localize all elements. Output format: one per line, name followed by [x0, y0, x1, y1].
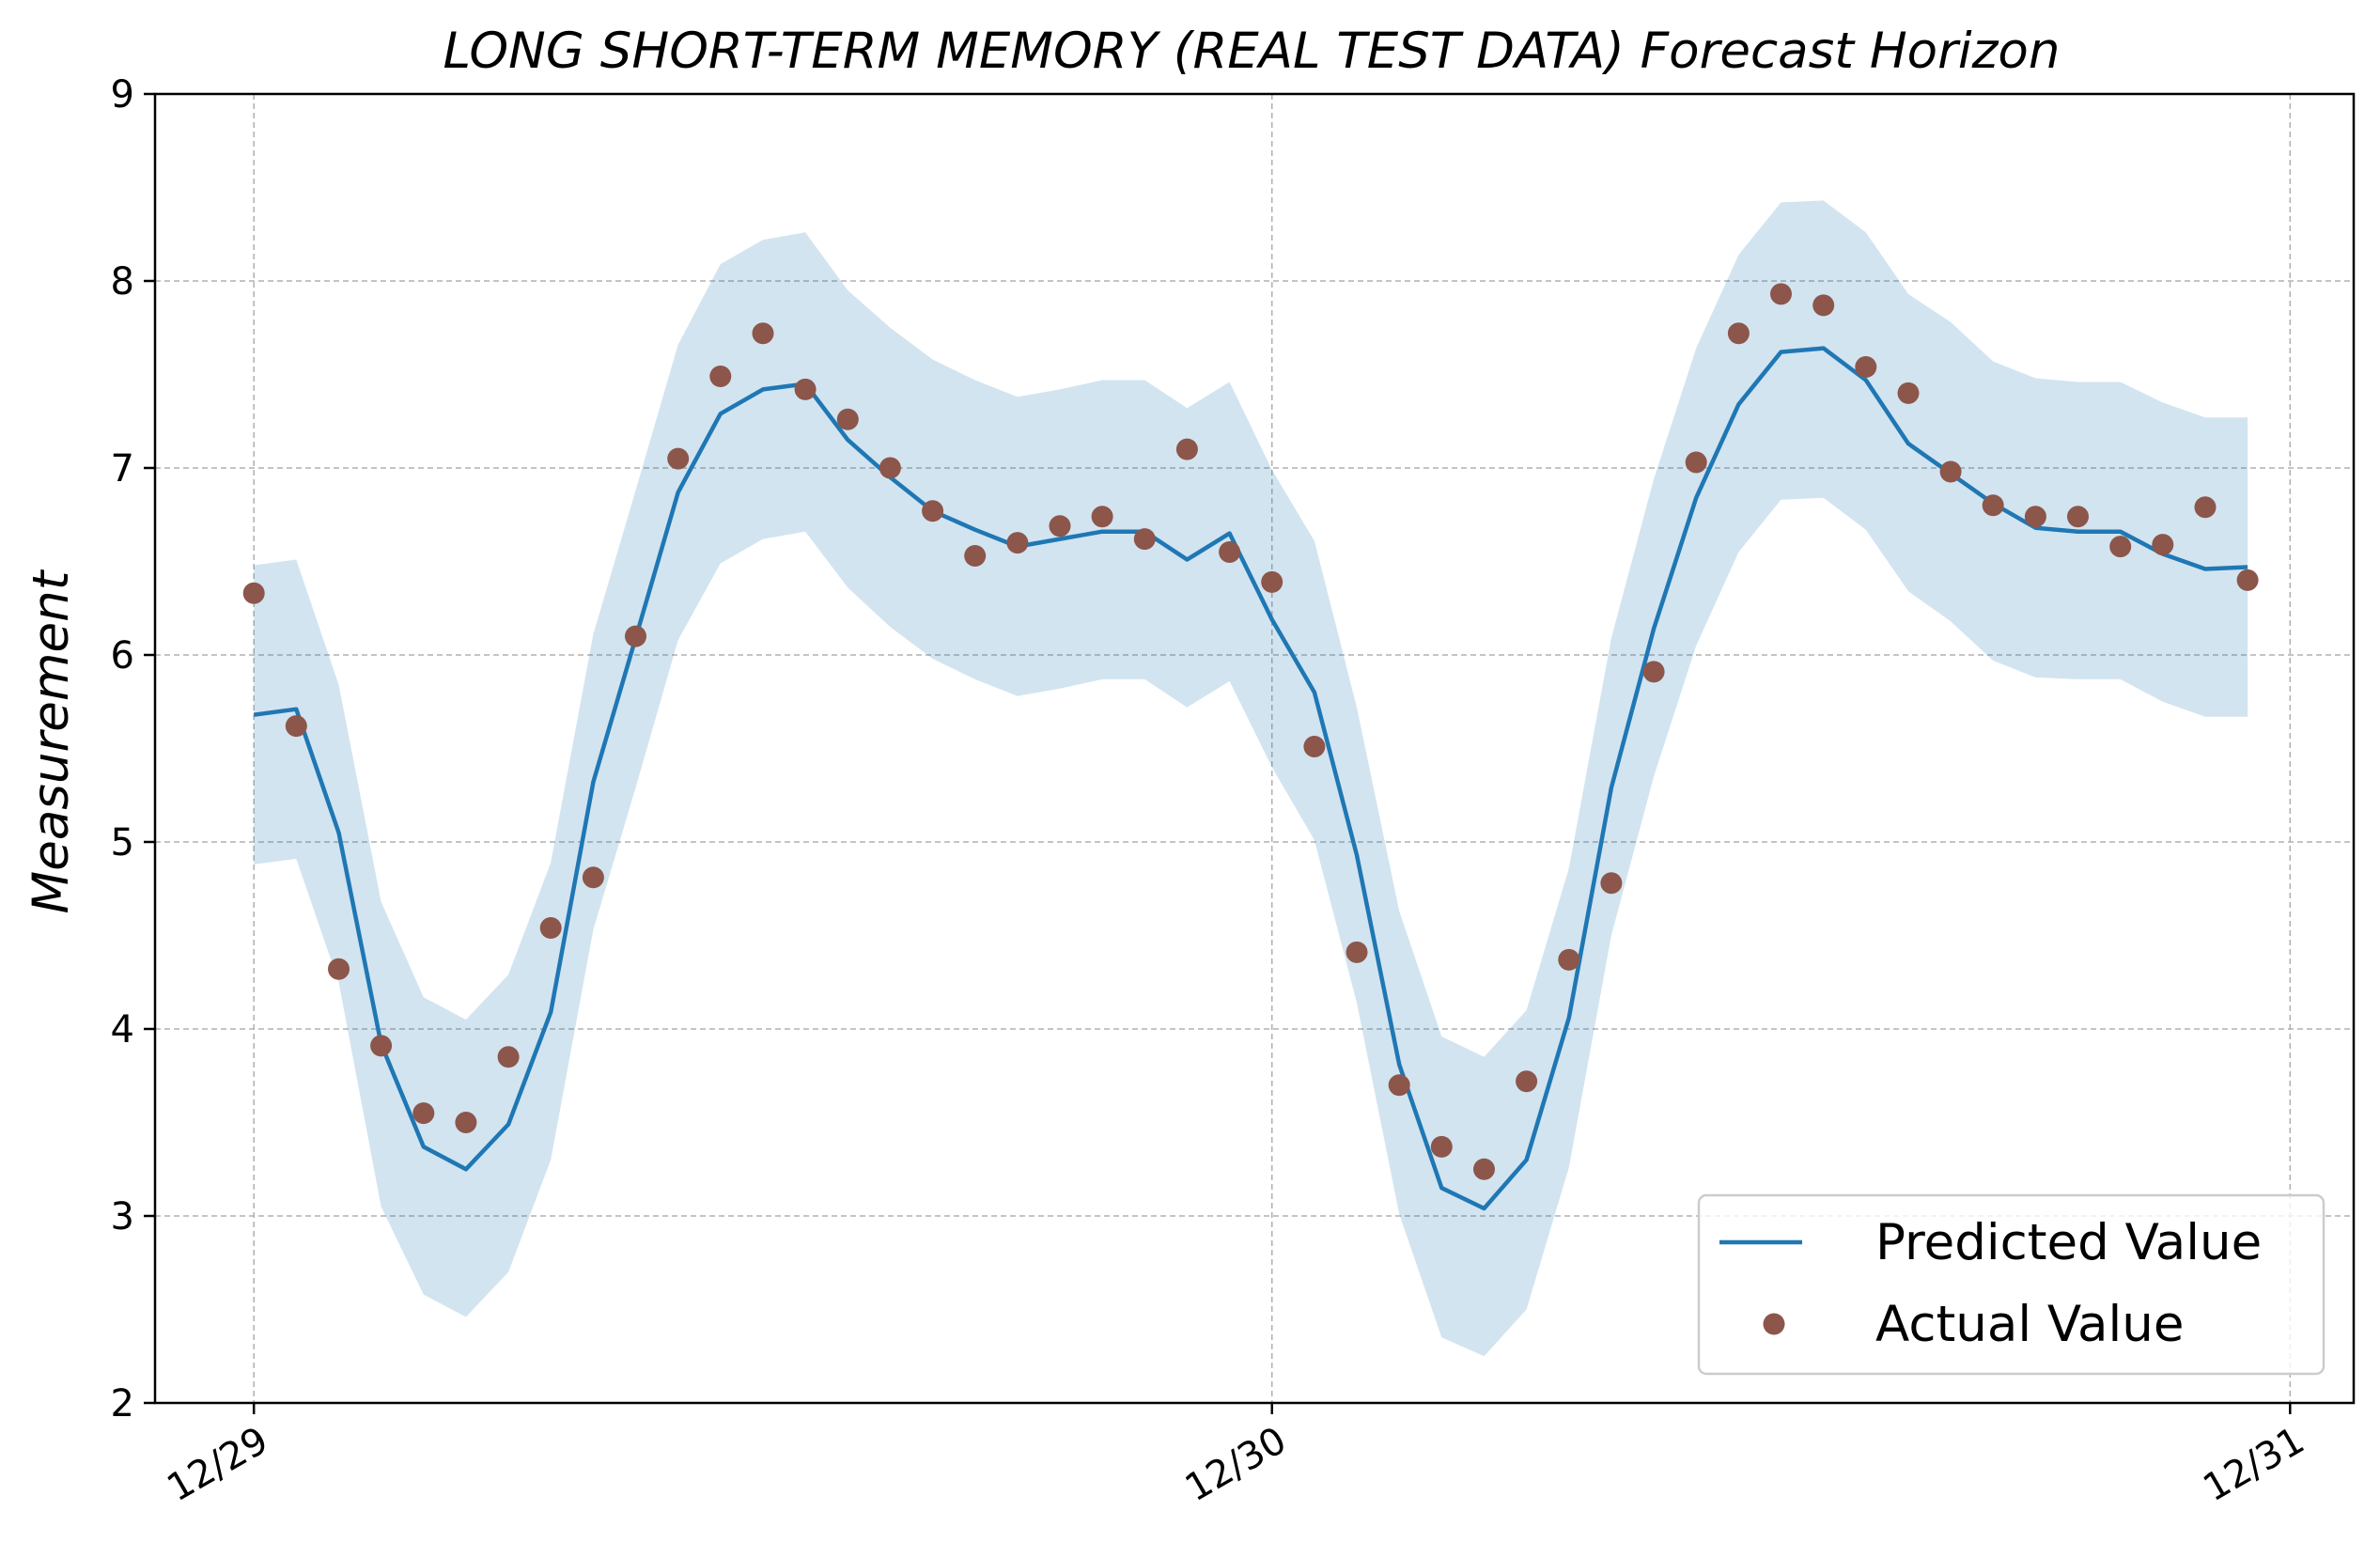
actual-value-point	[1006, 532, 1029, 554]
actual-value-point	[752, 322, 774, 345]
actual-value-point	[1346, 941, 1368, 963]
actual-value-point	[1516, 1070, 1538, 1093]
actual-value-point	[1473, 1158, 1495, 1180]
y-axis-label: Measurement	[23, 569, 80, 913]
chart-title: LONG SHORT-TERM MEMORY (REAL TEST DATA) …	[443, 23, 2061, 80]
axes-frame	[153, 92, 2356, 1405]
actual-value-point	[285, 715, 307, 738]
actual-value-point	[497, 1046, 520, 1068]
confidence-band	[254, 200, 2248, 1357]
legend-actual-label: Actual Value	[1875, 1296, 2184, 1353]
actual-value-point	[370, 1035, 393, 1057]
actual-value-point	[1049, 515, 1071, 538]
actual-value-point	[709, 366, 732, 387]
actual-value-point	[455, 1112, 477, 1133]
actual-value-point	[582, 866, 604, 889]
predicted-value-line	[253, 346, 2248, 1211]
actual-value-point	[1261, 570, 1283, 593]
actual-value-point	[539, 917, 562, 939]
actual-value-point	[879, 457, 901, 479]
legend-actual-swatch	[1763, 1313, 1785, 1335]
actual-value-point	[2109, 536, 2132, 558]
actual-value-point	[1982, 494, 2004, 517]
actual-value-point	[1133, 528, 1156, 551]
actual-value-point	[1897, 382, 1920, 404]
actual-value-point	[1558, 948, 1580, 971]
legend-box	[1697, 1193, 2326, 1376]
y-tick-label: 9	[111, 73, 134, 117]
actual-value-point	[1770, 283, 1792, 305]
actual-value-point	[794, 378, 817, 400]
x-tick-label: 12/30	[1178, 1419, 1294, 1510]
plot-area: 2 3 4 5 6 7 8 9 12/29 12/30 12/31 Predicted Value Ac…	[111, 73, 2356, 1510]
actual-value-point	[1812, 294, 1835, 317]
actual-value-point	[964, 545, 987, 567]
actual-value-point	[1642, 661, 1665, 683]
actual-value-point	[2236, 569, 2259, 591]
actual-value-point	[922, 500, 944, 522]
actual-value-point	[625, 625, 646, 647]
actual-value-point	[667, 447, 690, 470]
actual-value-point	[1855, 356, 1877, 378]
actual-value-point	[1430, 1135, 1453, 1158]
actual-value-point	[412, 1102, 435, 1125]
x-tick-label: 12/29	[160, 1419, 275, 1510]
actual-value-point	[1939, 460, 1962, 483]
y-tick-label: 3	[111, 1195, 134, 1239]
actual-value-point	[2067, 506, 2089, 528]
y-tick-label: 5	[111, 821, 134, 865]
y-tick-label: 6	[111, 634, 134, 678]
actual-value-point	[1388, 1074, 1410, 1097]
actual-value-point	[242, 582, 265, 604]
actual-value-point	[836, 408, 859, 430]
actual-value-point	[2194, 496, 2217, 519]
actual-value-point	[1600, 872, 1623, 895]
actual-value-point	[1685, 451, 1707, 474]
actual-value-point	[1727, 322, 1750, 345]
y-tick-label: 8	[111, 260, 134, 304]
y-tick-label: 7	[111, 447, 134, 491]
y-tick-label: 4	[111, 1008, 134, 1052]
actual-value-point	[2024, 506, 2046, 528]
x-tick-label: 12/31	[2196, 1419, 2311, 1510]
actual-value-point	[1303, 736, 1326, 757]
y-tick-label: 2	[111, 1382, 134, 1426]
actual-value-point	[2152, 534, 2174, 556]
legend-predicted-label: Predicted Value	[1875, 1214, 2262, 1271]
actual-value-point	[1175, 438, 1198, 460]
actual-value-point	[1219, 541, 1241, 563]
actual-value-point	[1091, 506, 1113, 528]
actual-value-point	[328, 958, 350, 980]
